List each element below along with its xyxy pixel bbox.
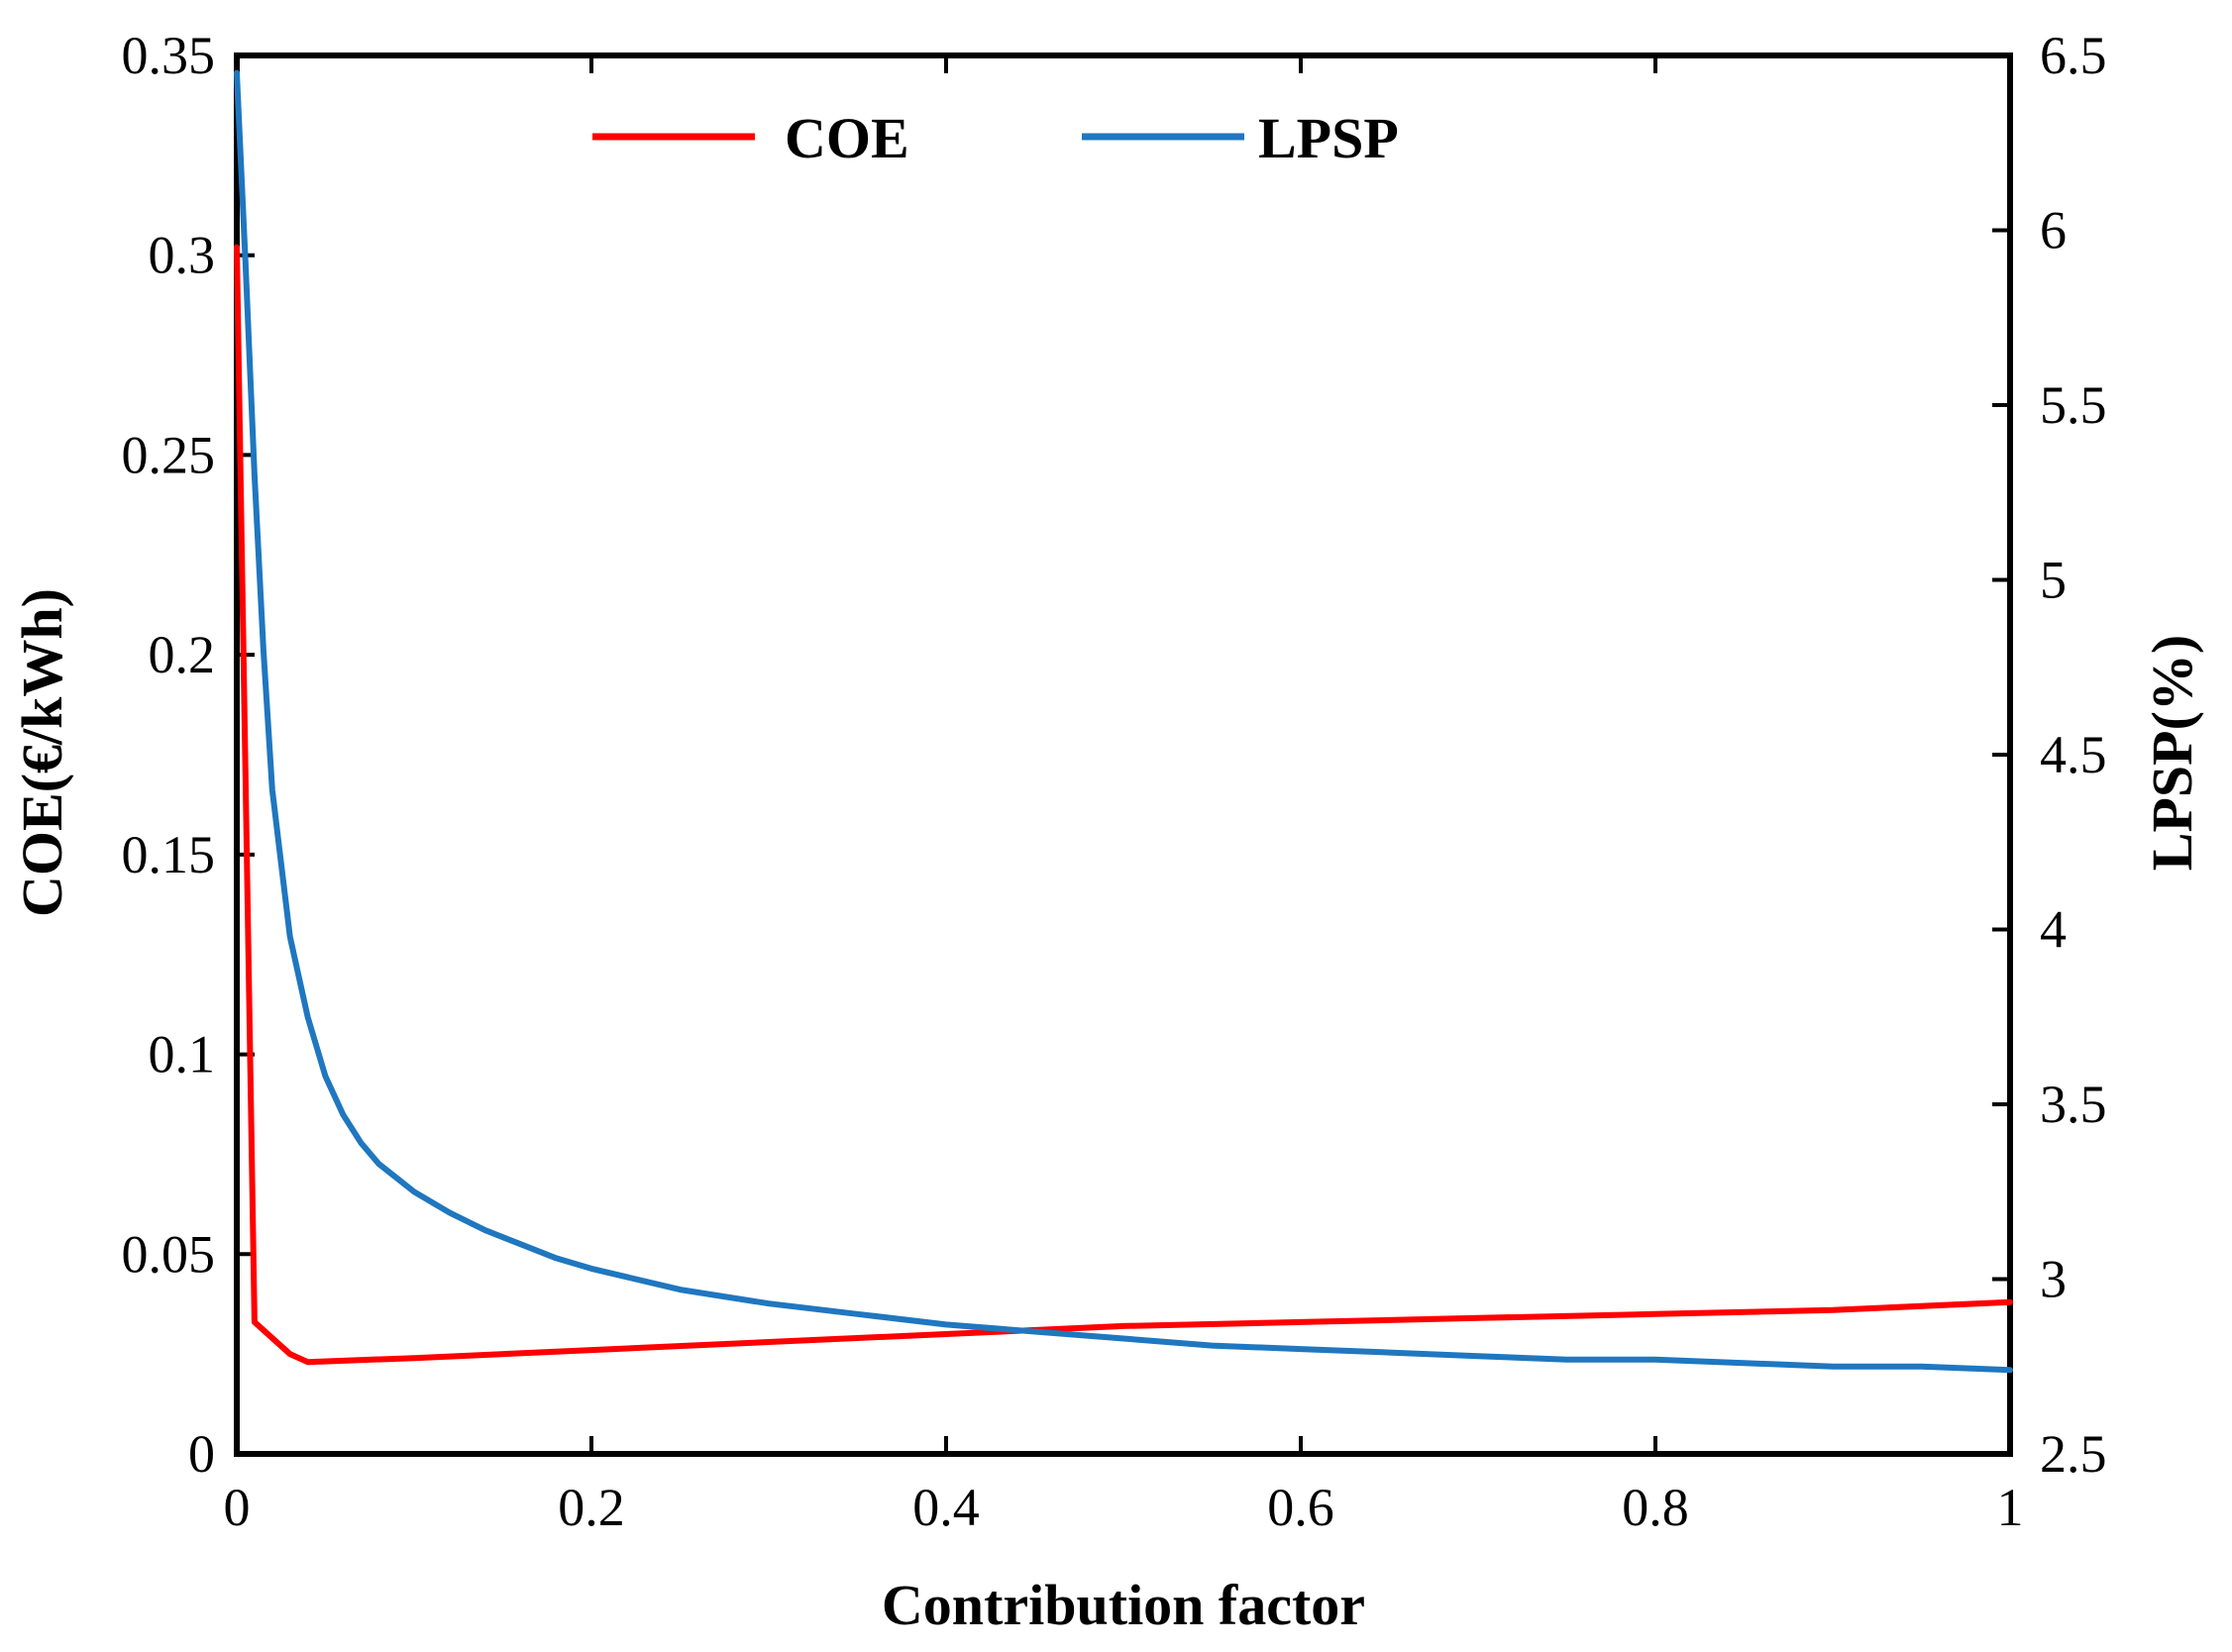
x-tick-label: 0.4 [912,1478,980,1537]
y-axis-title-right: LPSP(%) [2140,635,2204,871]
y-left-tick-label: 0.15 [122,825,216,884]
series-line-coe [234,244,2013,1366]
y-left-tick-label: 0 [188,1424,215,1484]
series-layer [234,69,2013,1374]
y-right-tick-label: 3 [2040,1250,2067,1309]
y-right-tick-label: 6 [2040,201,2067,260]
x-axis-title: Contribution factor [882,1573,1365,1637]
y-left-tick-label: 0.1 [149,1025,216,1084]
x-tick-label: 0.8 [1622,1478,1689,1537]
y-right-tick-label: 2.5 [2040,1424,2107,1484]
y-right-tick-label: 4.5 [2040,725,2107,784]
plot-frame [234,52,2013,1457]
ticks-layer: 0 0.2 0.4 0.6 0.8 1 0 0.05 0.1 0.15 0.2 0.25 0.3 0.35… [122,26,2107,1537]
legend-label-coe: COE [785,106,909,170]
series-line-lpsp [234,69,2013,1374]
legend-label-lpsp: LPSP [1258,106,1399,170]
y-right-tick-label: 5.5 [2040,375,2107,435]
y-right-tick-label: 3.5 [2040,1075,2107,1134]
x-tick-label: 0.6 [1267,1478,1334,1537]
y-left-tick-label: 0.3 [149,226,216,285]
x-tick-label: 0 [224,1478,251,1537]
y-left-tick-label: 0.05 [122,1224,216,1284]
y-right-tick-label: 4 [2040,900,2067,960]
y-left-tick-label: 0.25 [122,425,216,484]
y-right-tick-label: 6.5 [2040,26,2107,85]
x-tick-label: 0.2 [558,1478,625,1537]
y-left-tick-label: 0.2 [149,625,216,684]
x-tick-label: 1 [1997,1478,2024,1537]
legend: COE LPSP [592,106,1399,170]
y-right-tick-label: 5 [2040,551,2067,610]
y-axis-title-left: COE(€/kWh) [10,588,74,917]
y-left-tick-label: 0.35 [122,26,216,85]
